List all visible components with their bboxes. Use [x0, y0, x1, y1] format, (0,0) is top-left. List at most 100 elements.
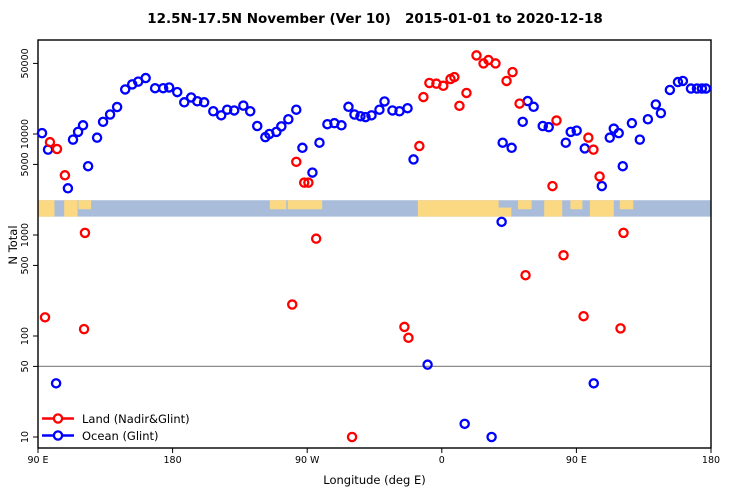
scatter-point-ocean: [543, 121, 554, 133]
x-tick-label: 90 W: [295, 455, 320, 466]
map-strip-land-patch: [619, 200, 634, 210]
scatter-point-land: [501, 75, 512, 87]
y-tick-label: 500: [20, 256, 31, 274]
scatter-point-ocean: [307, 167, 318, 178]
scatter-point-land: [615, 323, 626, 334]
scatter-point-ocean: [528, 101, 539, 113]
scatter-point-ocean: [228, 105, 240, 116]
scatter-point-ocean: [496, 216, 507, 228]
scatter-point-ocean: [617, 160, 629, 172]
scatter-point-ocean: [459, 418, 470, 430]
scatter-point-ocean: [579, 143, 591, 154]
y-tick-label: 5000: [20, 152, 31, 176]
scatter-point-ocean: [36, 127, 48, 139]
scatter-point-land: [547, 180, 558, 192]
scatter-point-land: [588, 144, 599, 155]
scatter-point-ocean: [104, 109, 116, 120]
scatter-point-land: [551, 115, 562, 126]
scatter-point-land: [291, 156, 302, 168]
chart-title: 12.5N-17.5N November (Ver 10) 2015-01-01…: [147, 11, 603, 27]
scatter-point-ocean: [366, 110, 377, 121]
scatter-point-land: [310, 233, 322, 244]
scatter-point-ocean: [238, 100, 249, 111]
scatter-point-ocean: [291, 104, 302, 115]
y-tick-label: 50000: [20, 48, 31, 78]
scatter-point-ocean: [596, 180, 608, 192]
y-tick-label: 100: [20, 327, 31, 345]
scatter-point-land: [39, 312, 51, 323]
scatter-point-ocean: [560, 137, 572, 148]
scatter-point-land: [490, 58, 501, 69]
x-tick-label: 180: [164, 455, 182, 466]
land-series-swatch-icon: [42, 413, 74, 424]
scatter-point-ocean: [408, 154, 419, 165]
scatter-point-ocean: [655, 107, 667, 119]
scatter-point-ocean: [571, 125, 582, 136]
scatter-point-ocean: [77, 120, 89, 131]
scatter-point-ocean: [685, 83, 697, 94]
scatter-point-land: [403, 332, 414, 344]
map-strip-ocean: [38, 200, 711, 217]
scatter-point-ocean: [650, 99, 662, 110]
scatter-point-ocean: [91, 132, 103, 143]
map-strip-land-patch: [570, 200, 583, 210]
legend-label-ocean: Ocean (Glint): [82, 428, 159, 443]
x-tick-label: 90 E: [566, 455, 587, 466]
scatter-point-ocean: [62, 183, 74, 194]
scatter-point-land: [454, 100, 465, 112]
y-tick-label: 50: [20, 360, 31, 372]
scatter-point-land: [618, 227, 629, 239]
scatter-point-ocean: [192, 95, 203, 107]
map-strip-land-patch: [518, 200, 532, 210]
scatter-point-land: [346, 431, 358, 443]
legend-item-land: Land (Nadir&Glint): [40, 410, 190, 427]
scatter-point-ocean: [244, 105, 256, 117]
map-strip-land-patch: [269, 200, 287, 210]
scatter-point-ocean: [67, 134, 79, 145]
scatter-point-ocean: [700, 83, 712, 94]
scatter-point-ocean: [336, 120, 347, 131]
scatter-point-ocean: [297, 142, 308, 154]
map-strip-land-patch: [38, 200, 55, 217]
scatter-point-ocean: [634, 134, 646, 145]
y-tick-label: 10000: [20, 119, 31, 149]
scatter-point-land: [414, 140, 425, 152]
scatter-point-ocean: [215, 110, 227, 121]
scatter-point-land: [418, 91, 429, 103]
x-tick-label: 180: [702, 455, 720, 466]
map-strip-land-patch: [64, 200, 78, 217]
map-strip-land-patch: [287, 200, 323, 210]
scatter-point-land: [79, 227, 91, 239]
scatter-point-ocean: [251, 120, 263, 132]
scatter-point-ocean: [355, 110, 366, 122]
scatter-point-ocean: [506, 142, 517, 154]
scatter-point-ocean: [588, 378, 599, 389]
scatter-point-ocean: [604, 132, 616, 143]
scatter-point-ocean: [111, 101, 123, 113]
map-strip-land-patch: [498, 207, 512, 217]
scatter-point-land: [471, 50, 482, 61]
scatter-point-ocean: [486, 431, 497, 443]
scatter-point-ocean: [72, 126, 84, 138]
scatter-point-land: [438, 80, 449, 92]
scatter-point-land: [449, 71, 460, 83]
scatter-point-land: [578, 310, 589, 322]
scatter-point-ocean: [517, 116, 528, 128]
scatter-point-ocean: [276, 121, 287, 132]
scatter-point-ocean: [208, 105, 219, 117]
scatter-point-ocean: [314, 137, 325, 148]
scatter-point-ocean: [374, 104, 385, 115]
scatter-point-land: [399, 321, 410, 333]
scatter-point-ocean: [360, 111, 371, 123]
x-axis-title: Longitude (deg E): [323, 473, 426, 487]
scatter-point-ocean: [565, 126, 576, 138]
scatter-point-ocean: [402, 102, 413, 114]
scatter-point-ocean: [672, 76, 684, 88]
scatter-point-land: [514, 98, 525, 109]
scatter-point-ocean: [157, 82, 169, 94]
scatter-point-ocean: [664, 84, 676, 96]
map-strip-land-patch: [589, 200, 614, 217]
scatter-point-ocean: [163, 82, 175, 93]
